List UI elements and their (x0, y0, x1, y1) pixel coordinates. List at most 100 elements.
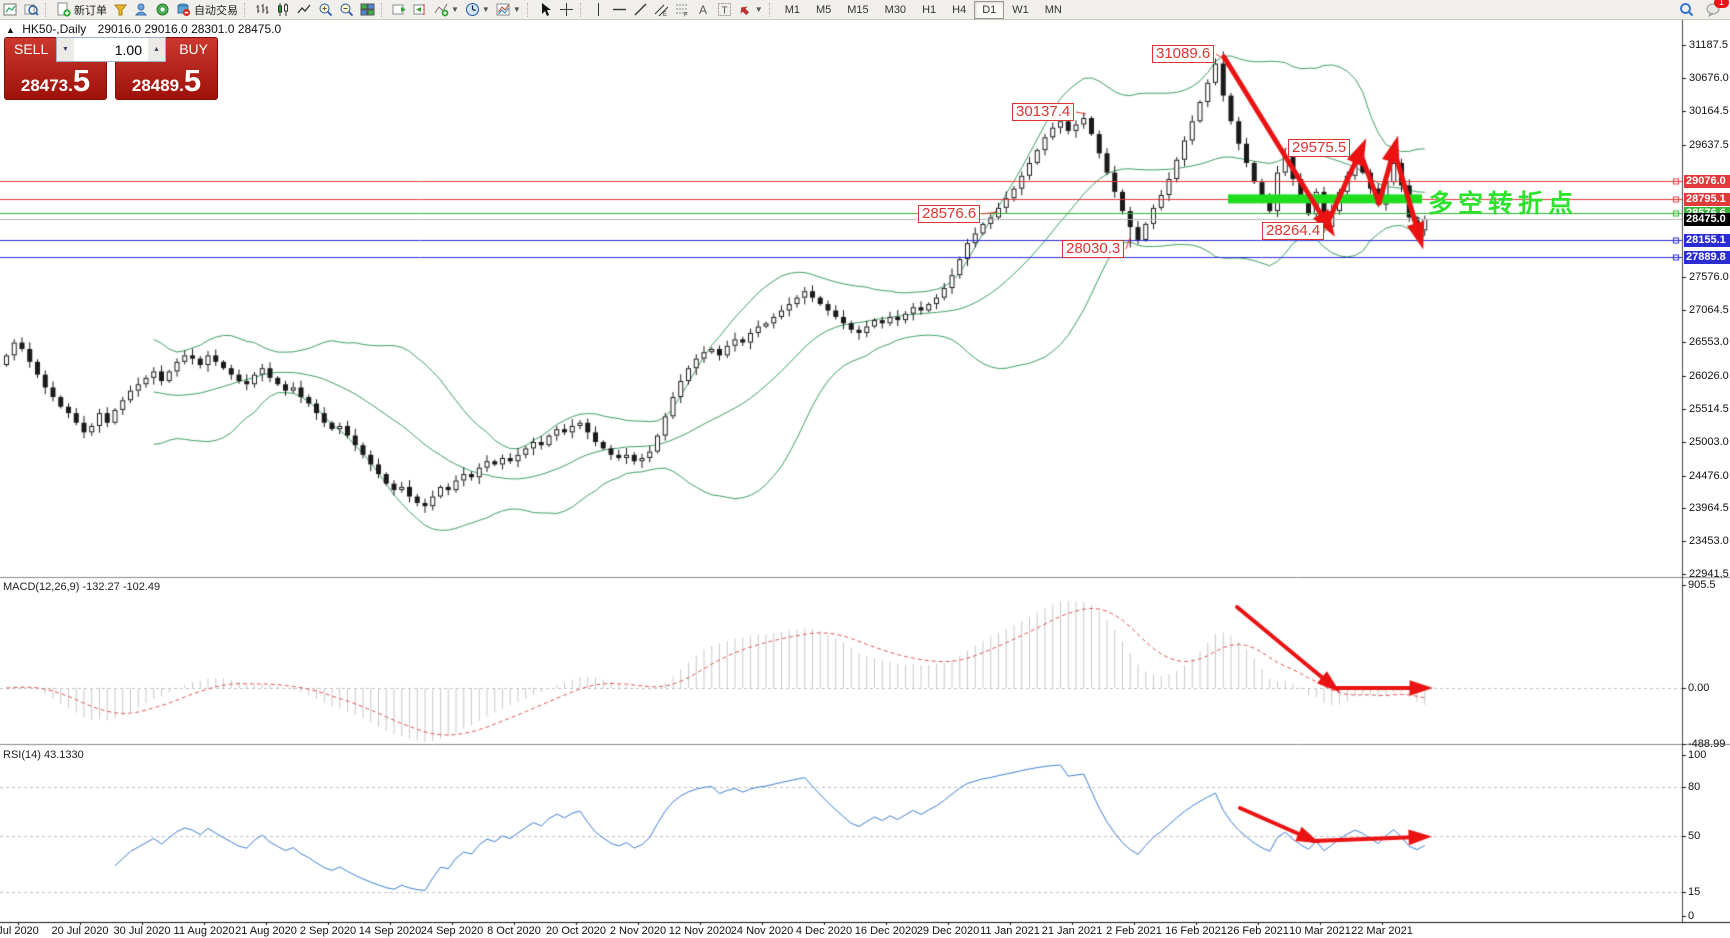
line-chart-button[interactable] (294, 1, 315, 18)
crosshair-button[interactable] (556, 1, 577, 18)
new-chart-button[interactable] (0, 1, 21, 18)
timeframe-button-h1[interactable]: H1 (922, 3, 937, 16)
main-toolbar: 新订单 自动交易 ▼ ▼ ▼ E F A T ▼ M1 M5 M15 M30 H1 H4 D… (0, 0, 1730, 20)
date-axis-label: 2 Sep 2020 (299, 925, 357, 937)
price-axis-tick: 26026.0 (1689, 370, 1729, 383)
price-axis-tick: 23964.5 (1689, 502, 1729, 515)
candlestick-chart-button[interactable] (273, 1, 294, 18)
price-callout-label[interactable]: 29575.5 (1288, 139, 1351, 157)
templates-button[interactable]: ▼ (493, 1, 524, 18)
price-axis-tick: 23453.0 (1689, 535, 1729, 548)
price-axis-tick: 24476.0 (1689, 469, 1729, 482)
search-icon[interactable] (1676, 1, 1697, 18)
editor-icon[interactable] (110, 1, 131, 18)
date-axis-label: 4 Dec 2020 (795, 925, 853, 937)
price-callout-label[interactable]: 28576.6 (918, 205, 981, 223)
price-callout-label[interactable]: 28030.3 (1062, 240, 1125, 258)
date-axis-label: 29 Dec 2020 (916, 925, 980, 937)
price-callout-label[interactable]: 30137.4 (1012, 103, 1075, 121)
chevron-down-icon: ▼ (512, 5, 521, 14)
green-annotation-text[interactable]: 多空转折点 (1428, 190, 1579, 218)
zoom-out-button[interactable] (336, 1, 357, 18)
price-tag: 28475.0 (1684, 213, 1730, 227)
rsi-axis-tick: 15 (1688, 885, 1701, 898)
chevron-down-icon: ▼ (754, 5, 763, 14)
arrows-button[interactable]: ▼ (735, 1, 766, 18)
timeframe-button-m5[interactable]: M5 (815, 3, 832, 16)
toolbar-grip (768, 2, 774, 17)
one-click-trading-panel: SELL 28473.5 BUY 28489.5 ▼ ▲ (4, 37, 218, 100)
notification-badge: 1 (1714, 0, 1729, 8)
price-axis-tick: 27576.0 (1689, 270, 1729, 283)
timeframe-group: M1 M5 M15 M30 H1 H4 D1 W1 MN (777, 0, 1070, 19)
cursor-button[interactable] (535, 1, 556, 18)
macd-axis-tick: -488.99 (1688, 737, 1726, 750)
price-axis-tick: 27064.5 (1689, 303, 1729, 316)
timeframe-button-m15[interactable]: M15 (847, 3, 869, 16)
vertical-line-button[interactable] (588, 1, 609, 18)
indicators-button[interactable]: ▼ (431, 1, 462, 18)
svg-text:E: E (663, 12, 667, 17)
date-axis-label: 16 Feb 2021 (1165, 925, 1227, 937)
timeframe-button-m1[interactable]: M1 (784, 3, 800, 16)
chevron-down-icon: ▼ (451, 5, 459, 14)
buy-label: BUY (179, 41, 208, 57)
data-window-button[interactable] (21, 1, 42, 18)
date-axis-label: 20 Oct 2020 (546, 925, 606, 937)
price-axis-tick: 30676.0 (1689, 71, 1729, 84)
chart-ohlc-values: 29016.0 29016.0 28301.0 28475.0 (97, 22, 282, 36)
date-axis-label: 8 Oct 2020 (487, 925, 541, 937)
bar-chart-button[interactable] (252, 1, 273, 18)
autotrading-label: 自动交易 (194, 4, 238, 17)
chat-button[interactable]: 1 (1703, 0, 1729, 18)
tile-windows-button[interactable] (357, 1, 378, 18)
toolbar-grip (526, 2, 532, 17)
toolbar-grip (381, 2, 386, 17)
volume-increase-button[interactable]: ▲ (148, 38, 165, 61)
timeframe-button-w1[interactable]: W1 (1012, 3, 1029, 16)
timeframe-button-mn[interactable]: MN (1044, 3, 1062, 16)
collapse-panel-icon[interactable]: ▲ (6, 25, 15, 35)
sound-icon[interactable] (152, 1, 173, 18)
new-order-label: 新订单 (74, 4, 107, 17)
sell-label: SELL (14, 41, 49, 57)
text-button[interactable]: A (693, 1, 714, 18)
chart-shift-button[interactable] (410, 1, 431, 18)
date-axis-label: 24 Nov 2020 (730, 925, 794, 937)
timeframe-button-m30[interactable]: M30 (884, 3, 907, 16)
sell-price: 28473.5 (20, 63, 91, 98)
horizontal-line-button[interactable] (609, 1, 630, 18)
autotrading-button[interactable]: 自动交易 (173, 1, 241, 18)
new-order-button[interactable]: 新订单 (53, 1, 110, 18)
price-tag: 28155.1 (1684, 233, 1730, 247)
price-axis-tick: 25514.5 (1689, 402, 1729, 415)
timeframe-button-d1[interactable]: D1 (974, 0, 1005, 19)
date-axis-label: 26 Feb 2021 (1227, 925, 1289, 937)
fibonacci-button[interactable]: F (672, 1, 693, 18)
timeframe-button-h4[interactable]: H4 (952, 3, 967, 16)
trendline-button[interactable] (630, 1, 651, 18)
date-axis-label: 22 Mar 2021 (1351, 925, 1413, 937)
toolbar-grip (45, 2, 50, 17)
text-label-button[interactable]: T (714, 1, 735, 18)
volume-input[interactable] (74, 38, 148, 61)
date-axis-label: 21 Aug 2020 (235, 925, 297, 937)
chart-symbol-period: HK50-,Daily (22, 22, 87, 36)
date-axis-label: 2 Feb 2021 (1106, 925, 1162, 937)
periods-button[interactable]: ▼ (462, 1, 493, 18)
svg-text:F: F (684, 13, 688, 18)
equidistant-channel-button[interactable]: E (651, 1, 672, 18)
volume-decrease-button[interactable]: ▼ (57, 38, 74, 61)
date-axis-label: 24 Sep 2020 (420, 925, 484, 937)
buy-button[interactable]: BUY 28489.5 (115, 37, 218, 100)
price-callout-label[interactable]: 31089.6 (1152, 45, 1215, 63)
svg-text:T: T (721, 6, 727, 17)
zoom-in-button[interactable] (315, 1, 336, 18)
price-callout-label[interactable]: 28264.4 (1262, 222, 1325, 240)
macd-axis-tick: 905.5 (1688, 579, 1716, 592)
auto-scroll-button[interactable] (389, 1, 410, 18)
date-axis-label: 30 Jul 2020 (113, 925, 171, 937)
terminal-icon[interactable] (131, 1, 152, 18)
toolbar-grip (579, 2, 585, 17)
